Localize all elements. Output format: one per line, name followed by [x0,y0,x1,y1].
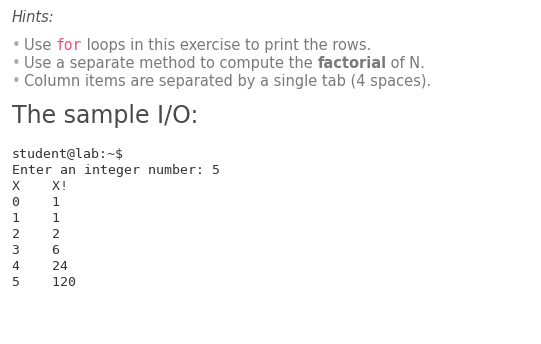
Text: The sample I/O:: The sample I/O: [12,104,199,128]
Text: Hints:: Hints: [12,10,55,25]
Text: loops in this exercise to print the rows.: loops in this exercise to print the rows… [82,38,372,53]
Text: Enter an integer number: 5: Enter an integer number: 5 [12,164,220,177]
Text: •: • [12,56,21,71]
Text: 5    120: 5 120 [12,276,76,289]
Text: Use a separate method to compute the: Use a separate method to compute the [24,56,318,71]
Text: student@lab:~$: student@lab:~$ [12,148,124,161]
Text: factorial: factorial [318,56,386,71]
Text: 0    1: 0 1 [12,196,60,209]
Text: 4    24: 4 24 [12,260,68,273]
Text: 1    1: 1 1 [12,212,60,225]
Text: Column items are separated by a single tab (4 spaces).: Column items are separated by a single t… [24,74,431,89]
Text: of N.: of N. [386,56,425,71]
Text: for: for [56,38,82,53]
Text: 3    6: 3 6 [12,244,60,257]
Text: X    X!: X X! [12,180,68,193]
Text: •: • [12,74,21,89]
Text: Use: Use [24,38,56,53]
Text: 2    2: 2 2 [12,228,60,241]
Text: •: • [12,38,21,53]
